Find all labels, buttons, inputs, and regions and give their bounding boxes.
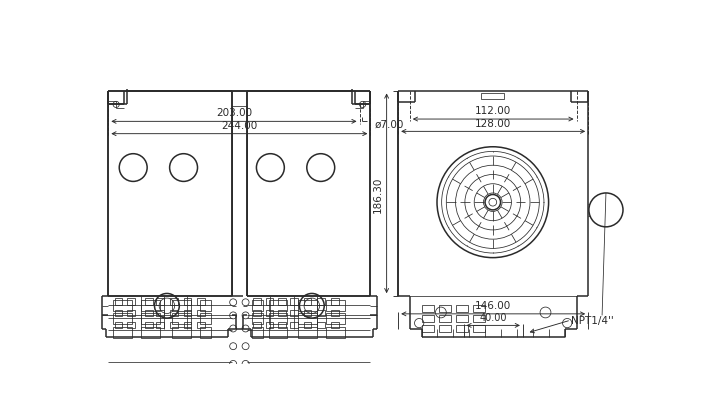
Bar xyxy=(253,299,261,305)
Bar xyxy=(331,310,339,317)
Bar xyxy=(145,310,152,317)
Bar xyxy=(197,299,205,305)
Bar xyxy=(113,327,131,338)
Bar xyxy=(269,300,287,311)
Bar xyxy=(253,322,261,328)
Bar xyxy=(455,316,468,323)
Bar xyxy=(472,316,485,323)
Bar xyxy=(421,326,434,333)
Bar xyxy=(114,322,122,328)
Bar xyxy=(331,322,339,328)
Bar xyxy=(438,326,451,333)
Bar xyxy=(200,327,210,338)
Bar xyxy=(170,322,178,328)
Bar xyxy=(455,326,468,333)
Bar xyxy=(252,300,263,311)
Bar xyxy=(472,326,485,333)
Bar xyxy=(145,299,152,305)
Bar xyxy=(200,300,210,311)
Bar xyxy=(113,300,131,311)
Bar xyxy=(331,299,339,305)
Bar xyxy=(172,300,191,311)
Text: 186.30: 186.30 xyxy=(373,176,383,212)
Bar xyxy=(289,322,297,328)
Bar xyxy=(172,327,191,338)
Bar xyxy=(172,313,191,324)
Bar xyxy=(184,310,191,317)
Bar xyxy=(278,299,286,305)
Bar xyxy=(197,322,205,328)
Bar xyxy=(317,310,325,317)
Bar xyxy=(455,306,468,312)
Bar xyxy=(114,299,122,305)
Text: 203.00: 203.00 xyxy=(216,108,252,118)
Bar xyxy=(141,313,160,324)
Bar xyxy=(438,316,451,323)
Bar xyxy=(127,310,135,317)
Bar xyxy=(304,310,311,317)
Bar xyxy=(265,310,273,317)
Bar xyxy=(265,322,273,328)
Bar xyxy=(326,327,345,338)
Bar xyxy=(141,327,160,338)
Bar xyxy=(289,299,297,305)
Bar xyxy=(481,94,504,100)
Bar xyxy=(265,299,273,305)
Bar xyxy=(298,300,317,311)
Bar xyxy=(145,322,152,328)
Text: 112.00: 112.00 xyxy=(475,106,511,116)
Bar xyxy=(298,327,317,338)
Bar xyxy=(278,322,286,328)
Bar xyxy=(200,313,210,324)
Bar xyxy=(304,299,311,305)
Bar xyxy=(421,316,434,323)
Text: 128.00: 128.00 xyxy=(475,118,511,128)
Bar xyxy=(157,322,164,328)
Bar xyxy=(157,299,164,305)
Bar xyxy=(127,299,135,305)
Bar xyxy=(184,322,191,328)
Bar xyxy=(304,322,311,328)
Bar xyxy=(438,306,451,312)
Bar xyxy=(269,327,287,338)
Bar xyxy=(317,322,325,328)
Text: 244.00: 244.00 xyxy=(221,121,258,130)
Bar xyxy=(114,310,122,317)
Text: ø7.00: ø7.00 xyxy=(375,119,405,129)
Bar xyxy=(170,310,178,317)
Bar xyxy=(197,310,205,317)
Bar xyxy=(170,299,178,305)
Bar xyxy=(317,299,325,305)
Bar xyxy=(252,313,263,324)
Text: NPT1/4'': NPT1/4'' xyxy=(571,315,614,325)
Bar xyxy=(326,300,345,311)
Bar xyxy=(253,310,261,317)
Bar xyxy=(113,313,131,324)
Bar xyxy=(252,327,263,338)
Bar xyxy=(278,310,286,317)
Bar xyxy=(289,310,297,317)
Bar xyxy=(157,310,164,317)
Bar xyxy=(184,299,191,305)
Bar xyxy=(326,313,345,324)
Bar xyxy=(269,313,287,324)
Bar xyxy=(127,322,135,328)
Text: 146.00: 146.00 xyxy=(475,300,511,310)
Bar xyxy=(472,306,485,312)
Bar xyxy=(421,306,434,312)
Text: 40.00: 40.00 xyxy=(479,312,507,322)
Bar xyxy=(141,300,160,311)
Bar xyxy=(298,313,317,324)
